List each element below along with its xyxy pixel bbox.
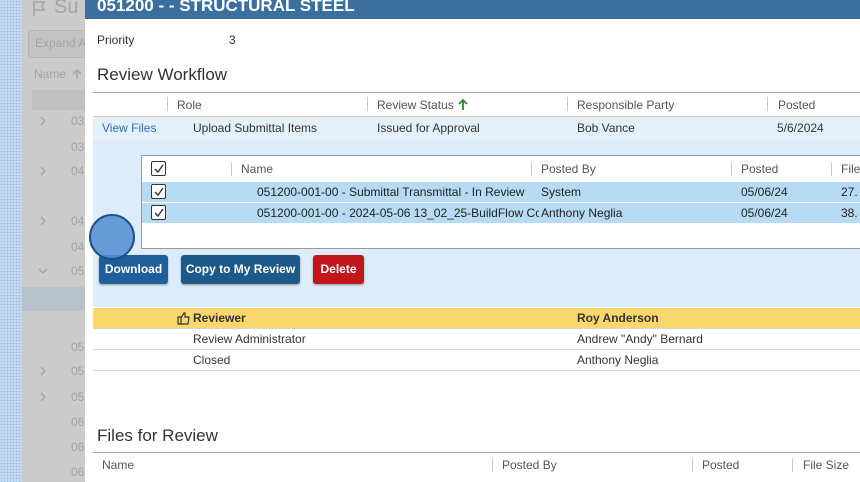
row-checkbox[interactable] — [151, 184, 166, 199]
row-number: 03 — [71, 114, 85, 128]
column-header[interactable]: Posted — [778, 98, 816, 112]
copy-button[interactable]: Copy to My Review — [181, 255, 300, 284]
expand-button: Expand A — [35, 36, 85, 50]
file-row[interactable] — [142, 202, 860, 223]
sort-arrow — [458, 98, 468, 110]
delete-button[interactable]: Delete — [313, 255, 364, 284]
row-number: 04 — [71, 214, 85, 228]
row-number: 05 — [71, 364, 85, 378]
desktop-pattern — [0, 0, 22, 482]
row-number: 06 — [71, 440, 85, 454]
reviewer-row — [93, 350, 860, 371]
pointer-icon — [177, 312, 190, 325]
column-header[interactable]: File — [841, 162, 860, 176]
expand-chevron — [40, 366, 46, 376]
reviewer-name: Roy Anderson — [577, 311, 659, 325]
file-cell: 05/06/24 — [741, 206, 788, 220]
expand-chevron — [40, 392, 46, 402]
reviewer-row — [93, 308, 860, 329]
column-header[interactable]: Responsible Party — [577, 98, 675, 112]
file-cell: 38. — [841, 206, 858, 220]
section-title: Files for Review — [97, 426, 218, 445]
modal-header: 051200 - - STRUCTURAL STEEL — [85, 0, 860, 19]
reviewer-name: Andrew "Andy" Bernard — [577, 332, 703, 346]
file-cell: 051200-001-00 - 2024-05-06 13_02_25-Buil… — [257, 206, 539, 220]
file-cell: 05/06/24 — [741, 185, 788, 199]
download-button[interactable]: Download — [99, 255, 168, 284]
row-number: 03 — [71, 140, 85, 154]
file-cell: Anthony Neglia — [541, 206, 623, 220]
column-header[interactable]: Posted By — [541, 162, 596, 176]
posted-cell: 5/6/2024 — [777, 121, 824, 135]
expand-chevron — [40, 166, 46, 176]
reviewer-role: Review Administrator — [193, 332, 306, 346]
sort-arrow — [72, 68, 82, 79]
column-header[interactable]: Review Status — [377, 98, 454, 112]
expand-chevron — [40, 216, 46, 226]
section-title: Review Workflow — [97, 65, 228, 84]
column-header[interactable]: File Size — [803, 458, 850, 472]
page-title: Su — [54, 0, 79, 18]
column-header[interactable]: Posted By — [502, 458, 557, 472]
expand-chevron — [40, 116, 46, 126]
column-header[interactable]: Name — [241, 162, 274, 176]
role-cell: Upload Submittal Items — [193, 121, 318, 135]
reviewer-role: Reviewer — [193, 311, 246, 325]
row-number: 06 — [71, 465, 85, 479]
column-header[interactable]: Role — [177, 98, 202, 112]
status-cell: Issued for Approval — [377, 121, 480, 135]
column-header[interactable]: Name — [102, 458, 135, 472]
row-number: 05 — [71, 340, 85, 354]
flag-icon — [33, 1, 46, 16]
reviewer-row — [93, 329, 860, 350]
party-cell: Bob Vance — [577, 121, 635, 135]
files-grid: Name Posted By Posted File 051200-001-00… — [141, 155, 860, 249]
row-number: 04 — [71, 240, 85, 254]
file-cell: 27. — [841, 185, 858, 199]
file-row[interactable] — [142, 181, 860, 202]
row-number: 06 — [71, 415, 85, 429]
modal: 051200 - - STRUCTURAL STEEL Priority 3 R… — [85, 0, 860, 482]
expand-chevron — [38, 268, 48, 274]
reviewer-role: Closed — [193, 353, 231, 367]
click-indicator — [89, 214, 135, 260]
row-number: 04 — [71, 164, 85, 178]
row-number: 05 — [71, 264, 85, 278]
reviewer-name: Anthony Neglia — [577, 353, 659, 367]
priority-value: 3 — [229, 33, 236, 47]
column-header[interactable]: Posted — [702, 458, 740, 472]
row-number: 05 — [71, 390, 85, 404]
column-header[interactable]: Posted — [741, 162, 779, 176]
column-header: Name — [34, 67, 67, 81]
modal-title: 051200 - - STRUCTURAL STEEL — [97, 0, 355, 15]
priority-label: Priority — [97, 33, 135, 47]
background-page: Su Expand A Name 03 03 04 04 04 05 05 05 05 06 06 0… — [22, 0, 85, 482]
file-cell: 051200-001-00 - Submittal Transmittal - … — [257, 185, 525, 199]
view-files-link[interactable]: View Files — [102, 121, 157, 135]
file-cell: System — [541, 185, 582, 199]
row-checkbox[interactable] — [151, 205, 166, 220]
